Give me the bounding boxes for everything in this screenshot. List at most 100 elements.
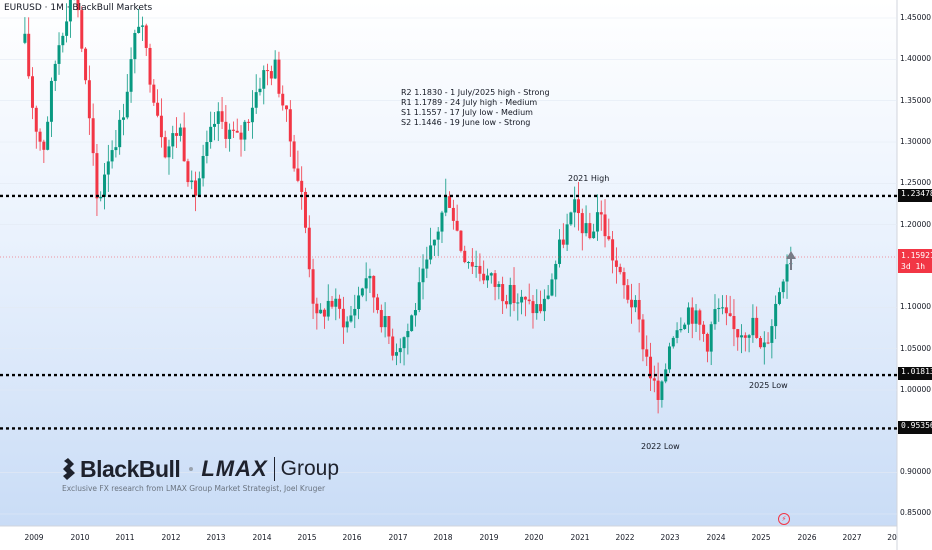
candle: [349, 306, 353, 323]
candle: [258, 77, 262, 96]
candle: [709, 321, 713, 366]
candle: [463, 245, 467, 264]
brand-logo: BlackBull LMAX Group: [62, 454, 339, 484]
time-tick: 2026: [797, 533, 817, 542]
candle: [542, 289, 546, 322]
candle: [656, 362, 660, 414]
candle: [273, 50, 277, 80]
blackbull-logo-icon: [63, 458, 75, 480]
candle: [743, 332, 747, 352]
candle: [163, 130, 167, 159]
candle: [576, 181, 580, 231]
candle: [736, 328, 740, 351]
candle: [300, 166, 304, 210]
price-tick: 1.40000: [900, 54, 932, 63]
candle: [209, 111, 213, 149]
candle: [148, 43, 152, 93]
candle: [95, 143, 99, 217]
candle: [758, 335, 762, 349]
time-tick: 2013: [206, 533, 226, 542]
candle: [53, 60, 57, 91]
candle: [133, 29, 137, 74]
candle: [436, 227, 440, 257]
candle: [353, 294, 357, 329]
candle: [197, 171, 201, 197]
annotation-2025-low: 2025 Low: [749, 381, 788, 390]
time-tick: 2018: [433, 533, 453, 542]
time-tick: 2020: [524, 533, 544, 542]
time-tick: 2019: [479, 533, 499, 542]
symbol-title[interactable]: EURUSD · 1M · BlackBull Markets: [4, 3, 153, 13]
price-axis-panel: [897, 0, 932, 550]
candle: [618, 263, 622, 275]
time-tick: 2017: [388, 533, 408, 542]
candle: [243, 119, 247, 151]
candle: [470, 248, 474, 274]
candle: [322, 308, 326, 329]
candle: [425, 246, 429, 279]
candle: [106, 144, 110, 192]
candle: [307, 215, 311, 278]
partner-name: LMAX: [201, 456, 268, 481]
candle: [368, 268, 372, 294]
candle: [432, 239, 436, 256]
candle: [212, 112, 216, 141]
candle: [751, 304, 755, 343]
candle: [49, 77, 53, 137]
candle: [774, 295, 778, 340]
candle: [376, 293, 380, 314]
plot-background: [0, 0, 897, 526]
candle: [46, 116, 50, 151]
brand-separator-dot: [189, 467, 194, 471]
candle: [580, 208, 584, 251]
candle: [664, 363, 668, 384]
candle: [144, 23, 148, 57]
time-tick: 20: [887, 533, 897, 542]
candle: [338, 294, 342, 319]
current-price-label: 1.15921 3d 1h: [898, 249, 932, 273]
candle: [99, 191, 103, 202]
current-price-value: 1.15921: [901, 251, 932, 260]
candle: [633, 295, 637, 313]
candle: [110, 140, 114, 169]
time-tick: 2025: [751, 533, 771, 542]
candle: [607, 218, 611, 241]
candle: [224, 105, 228, 149]
candle: [705, 332, 709, 363]
time-tick: 2014: [252, 533, 272, 542]
time-tick: 2010: [70, 533, 90, 542]
candle: [410, 314, 414, 332]
candle: [266, 63, 270, 86]
candle: [201, 144, 205, 187]
candle: [527, 283, 531, 305]
brand-divider: [273, 457, 275, 481]
candle: [262, 65, 266, 105]
candle: [649, 342, 653, 392]
candle: [27, 17, 31, 79]
time-tick: 2022: [615, 533, 635, 542]
candle: [394, 343, 398, 366]
candle: [68, 0, 72, 38]
candle: [220, 97, 224, 129]
time-tick: 2024: [706, 533, 726, 542]
candle: [546, 284, 550, 300]
candle: [504, 294, 508, 309]
candle: [474, 250, 478, 278]
price-tick: 1.30000: [900, 137, 932, 146]
bar-countdown: 3d 1h: [901, 262, 926, 271]
candle: [622, 267, 626, 299]
candle: [497, 281, 501, 300]
candle: [152, 79, 156, 107]
candle: [599, 200, 603, 231]
candle: [129, 47, 133, 103]
candle: [444, 178, 448, 217]
lightning-icon[interactable]: ⚡: [778, 513, 790, 525]
candle: [592, 223, 596, 239]
price-tick: 0.90000: [900, 467, 932, 476]
candle: [478, 253, 482, 282]
candle: [292, 134, 296, 172]
candle: [330, 296, 334, 309]
time-axis-panel: [0, 526, 932, 550]
candle: [766, 332, 770, 345]
